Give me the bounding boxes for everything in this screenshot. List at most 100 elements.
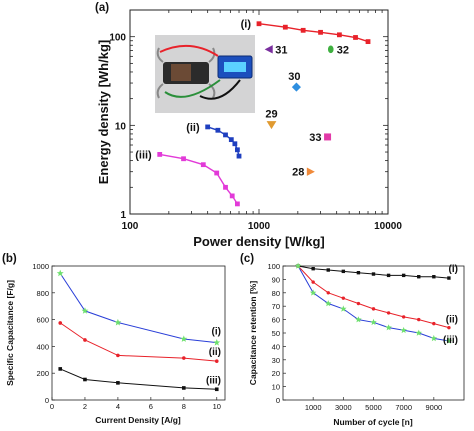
data-point [326, 291, 330, 295]
y-tick-label: 100 [109, 33, 126, 44]
data-point [447, 325, 451, 330]
data-point [447, 276, 451, 280]
data-point [311, 266, 315, 271]
reference-marker [306, 167, 315, 176]
series-label: (ii) [186, 122, 200, 134]
y-tick-label: 90 [272, 275, 280, 284]
data-point [385, 324, 392, 331]
data-point [401, 273, 406, 278]
photo-red-wire [159, 45, 219, 57]
reference-label: 28 [292, 167, 304, 179]
data-point [326, 268, 330, 272]
panel-b-label: (b) [2, 253, 17, 265]
data-point [309, 289, 317, 296]
x-tick-label: 4 [116, 402, 120, 411]
data-point [182, 386, 186, 390]
series-label: (i) [449, 264, 458, 275]
panel-b-xlabel: Current Density [A/g] [95, 415, 181, 425]
series-line [59, 322, 217, 362]
panel-c-ticks: 1000 3000 5000 7000 9000 0 10 20 30 40 50 60 70 80 90 1… [267, 262, 442, 412]
data-point [205, 124, 211, 130]
reference-label: 32 [337, 44, 349, 56]
series-line [297, 265, 449, 342]
x-tick-label: 1000 [248, 221, 271, 232]
data-point [81, 307, 89, 314]
data-point [116, 381, 120, 385]
data-point [300, 27, 306, 33]
series-label: (i) [241, 19, 252, 31]
panel-a-label: (a) [95, 2, 109, 14]
data-point [228, 137, 234, 143]
series-line [59, 273, 217, 344]
x-tick-label: 6 [149, 402, 153, 411]
x-tick-label: 5000 [365, 403, 382, 412]
reference-marker [291, 82, 301, 92]
x-tick-label: 3000 [335, 403, 352, 412]
data-point [56, 269, 64, 277]
photo-clip-handles [156, 47, 216, 99]
reference-label: 33 [309, 132, 321, 144]
data-point [371, 272, 376, 276]
data-point [58, 367, 63, 371]
series-line [159, 153, 238, 205]
panel-c: (c) Number of cycle [n] Capacitance rete… [240, 253, 465, 427]
photo-green-wire [164, 79, 221, 98]
reference-marker [324, 133, 332, 141]
data-point [340, 305, 347, 312]
photo-black-wire [199, 79, 241, 100]
y-tick-label: 50 [272, 329, 280, 338]
data-point [116, 353, 120, 358]
data-point [234, 147, 240, 153]
data-point [417, 317, 421, 322]
y-tick-label: 60 [272, 316, 280, 325]
data-point [114, 318, 122, 326]
y-tick-label: 80 [272, 289, 280, 298]
data-point [417, 275, 421, 279]
data-point [294, 262, 302, 269]
y-tick-label: 10 [272, 383, 280, 392]
data-point [400, 326, 407, 334]
data-point [180, 335, 188, 342]
data-point [415, 329, 422, 336]
data-point [214, 359, 219, 363]
series-line [298, 265, 449, 279]
panel-a-reference-markers: 31 32 30 29 33 28 [264, 44, 349, 179]
y-tick-label: 20 [272, 369, 280, 378]
reference-marker [264, 45, 273, 54]
data-point [200, 162, 206, 168]
reference-marker [266, 121, 277, 130]
panel-b-series: (i) (ii) (iii) [56, 269, 221, 392]
data-point [213, 339, 221, 346]
series-label: (ii) [446, 315, 458, 326]
data-point [353, 35, 358, 40]
photo-display-screen [224, 62, 246, 72]
x-tick-label: 2 [83, 402, 87, 411]
data-point [432, 321, 436, 326]
series-label: (i) [212, 327, 221, 338]
data-point [341, 296, 346, 300]
x-tick-label: 1000 [305, 403, 322, 412]
data-point [181, 156, 186, 162]
data-point [386, 311, 391, 315]
data-point [182, 356, 186, 360]
y-tick-label: 1000 [32, 262, 49, 271]
data-point [83, 377, 87, 382]
data-point [236, 153, 242, 159]
data-point [386, 273, 391, 278]
y-tick-label: 70 [272, 302, 280, 311]
y-tick-label: 600 [36, 316, 49, 325]
panel-c-ylabel: Capacitance retention [%] [248, 281, 258, 386]
data-point [341, 269, 346, 274]
y-tick-label: 0 [276, 396, 280, 405]
data-point [318, 29, 323, 35]
data-point [432, 275, 436, 279]
panel-c-series: (i) (ii) (iii) [294, 262, 458, 346]
data-point [214, 387, 219, 392]
y-tick-label: 10 [115, 121, 127, 132]
data-point [214, 170, 220, 176]
y-tick-label: 30 [272, 356, 280, 365]
data-point [365, 39, 371, 45]
data-point [325, 300, 332, 307]
reference-label: 30 [288, 71, 300, 83]
